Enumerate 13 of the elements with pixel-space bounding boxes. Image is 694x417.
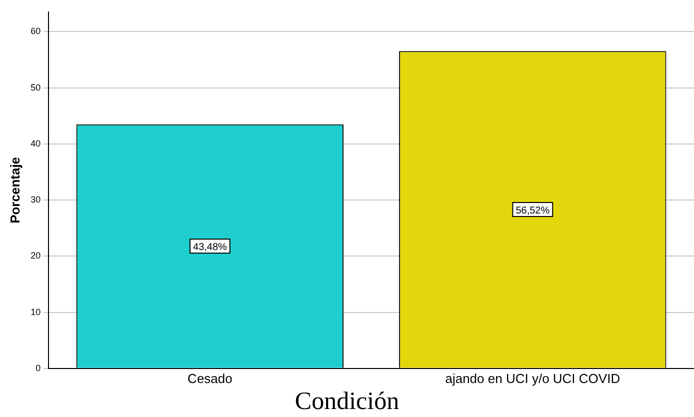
data-label: 56,52%: [516, 205, 550, 216]
x-tick-label: ajando en UCI y/o UCI COVID: [445, 370, 620, 386]
y-tick-label: 10: [30, 306, 41, 317]
y-tick-label: 60: [30, 26, 41, 36]
x-axis-title: Condición: [294, 387, 400, 417]
y-tick-label: 0: [36, 362, 41, 373]
x-tick-label: Cesado: [188, 370, 232, 386]
y-axis-title: Porcentaje: [7, 156, 22, 224]
y-tick-label: 30: [30, 194, 41, 205]
y-tick-label: 40: [30, 138, 41, 148]
y-tick-label: 20: [30, 250, 41, 261]
data-label: 43,48%: [192, 242, 228, 253]
y-tick-label: 50: [30, 82, 41, 92]
